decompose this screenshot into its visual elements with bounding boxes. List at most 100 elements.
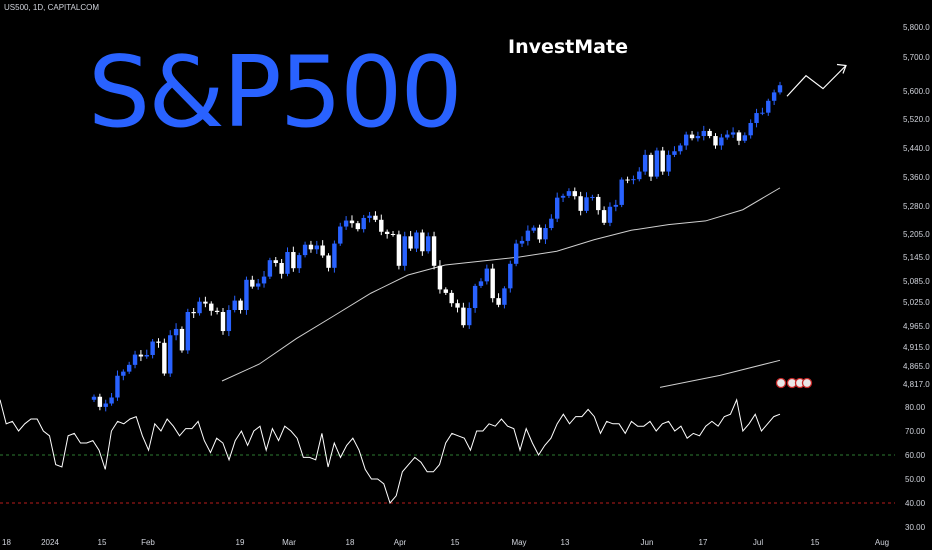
candle-body <box>777 85 783 93</box>
candle-body <box>478 281 484 286</box>
rsi-axis: 80.00 70.00 60.00 50.00 40.00 30.00 <box>905 403 926 532</box>
candle-body <box>279 263 284 274</box>
candle-body <box>132 354 138 365</box>
time-tick-label: 13 <box>561 538 570 547</box>
candle-body <box>285 252 290 274</box>
candle-body <box>519 240 525 244</box>
candle-body <box>549 218 554 229</box>
candle-body <box>126 364 132 372</box>
candle-body <box>713 136 718 146</box>
event-badge-icon <box>801 377 813 389</box>
candle-body <box>742 135 748 141</box>
candle-body <box>308 244 314 250</box>
candle-body <box>590 196 595 198</box>
candle-body <box>338 226 343 244</box>
rsi-panel <box>0 398 895 505</box>
candle-body <box>707 130 712 137</box>
time-tick-label: 15 <box>811 538 820 547</box>
candle-body <box>244 279 249 310</box>
candle-body <box>367 215 372 218</box>
candle-body <box>384 231 390 234</box>
candle-body <box>138 354 144 357</box>
time-tick-label: May <box>511 538 526 547</box>
candle-body <box>648 154 654 177</box>
candle-body <box>666 154 671 172</box>
candle-body <box>414 232 419 249</box>
candle-body <box>209 303 214 311</box>
candle-body <box>191 312 196 314</box>
time-tick-label: 15 <box>451 538 460 547</box>
price-tick-label: 5,145.0 <box>903 253 930 262</box>
candle-body <box>484 268 490 282</box>
moving-average-line <box>221 187 781 382</box>
time-tick-label: 19 <box>236 538 245 547</box>
candle-body <box>109 397 114 404</box>
price-tick-label: 5,280.0 <box>903 202 930 211</box>
candle-body <box>449 292 454 304</box>
candle-body <box>297 255 302 269</box>
candle-body <box>349 220 355 224</box>
candle-body <box>572 191 577 197</box>
candle-body <box>103 403 108 407</box>
candle-body <box>502 288 507 305</box>
event-badges <box>775 377 813 389</box>
candle-body <box>326 255 331 268</box>
candle-body <box>472 285 478 308</box>
candle-body <box>678 145 683 152</box>
candle-body <box>250 279 255 287</box>
price-tick-label: 5,025.0 <box>903 298 930 307</box>
price-tick-label: 5,520.0 <box>903 115 930 124</box>
candle-body <box>730 132 736 135</box>
price-tick-label: 5,360.0 <box>903 173 930 182</box>
candle-body <box>302 244 308 256</box>
candle-body <box>560 195 566 198</box>
candle-body <box>736 132 742 141</box>
price-tick-label: 4,817.0 <box>903 380 930 389</box>
rsi-tick-label: 80.00 <box>905 403 926 412</box>
projection-line <box>786 65 847 97</box>
candle-body <box>314 245 320 250</box>
time-tick-label: Jul <box>753 538 763 547</box>
candle-body <box>437 265 443 290</box>
candle-body <box>631 179 636 181</box>
candle-body <box>683 134 689 146</box>
price-tick-label: 4,915.0 <box>903 343 930 352</box>
time-tick-label: 2024 <box>41 538 59 547</box>
candle-body <box>455 303 460 308</box>
time-tick-label: Mar <box>282 538 296 547</box>
candle-body <box>390 234 396 235</box>
price-tick-label: 4,865.0 <box>903 362 930 371</box>
brand-label: InvestMate <box>508 36 628 58</box>
candle-body <box>273 260 278 263</box>
candle-body <box>760 112 765 114</box>
candle-body <box>255 283 261 287</box>
price-axis: 5,800.0 5,700.0 5,600.0 5,520.0 5,440.0 5,360… <box>903 23 930 389</box>
candle-body <box>642 154 648 172</box>
candle-body <box>115 375 120 398</box>
candle-body <box>490 268 495 299</box>
candle-body <box>625 179 630 181</box>
candle-body <box>508 263 513 289</box>
candle-body <box>267 260 273 277</box>
price-tick-label: 5,085.0 <box>903 277 930 286</box>
candle-body <box>168 335 173 374</box>
price-tick-label: 5,800.0 <box>903 23 930 32</box>
candlestick-series <box>91 81 783 412</box>
time-axis: 18 2024 15 Feb 19 Mar 18 Apr 15 May 13 Jun 17 Jul 15 Au… <box>2 538 889 547</box>
candle-body <box>185 312 191 351</box>
candle-body <box>214 310 220 312</box>
candle-body <box>203 301 208 304</box>
candle-body <box>238 300 243 310</box>
moving-average-layer <box>221 187 781 388</box>
candle-body <box>179 328 185 351</box>
candle-body <box>725 134 730 138</box>
candle-body <box>701 130 706 137</box>
candle-body <box>531 227 536 231</box>
time-tick-label: 18 <box>2 538 11 547</box>
candle-body <box>373 215 378 220</box>
candle-body <box>672 151 677 155</box>
candle-body <box>584 197 589 211</box>
candle-body <box>197 301 202 314</box>
rsi-line <box>0 398 781 505</box>
